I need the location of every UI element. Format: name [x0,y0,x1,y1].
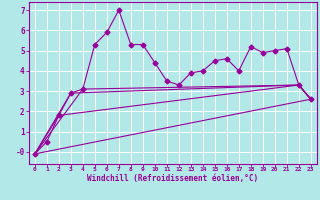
X-axis label: Windchill (Refroidissement éolien,°C): Windchill (Refroidissement éolien,°C) [87,174,258,183]
